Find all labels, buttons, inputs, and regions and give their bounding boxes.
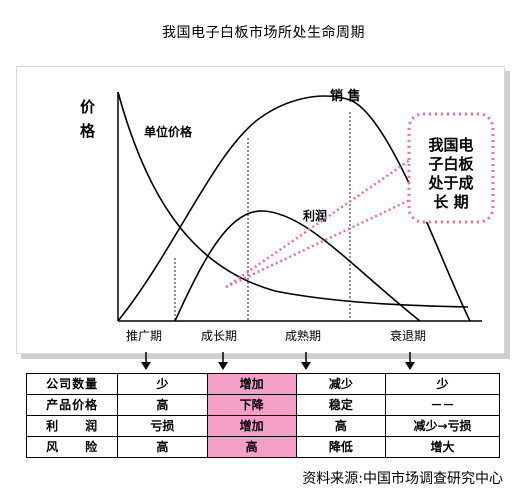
row-header: 利 润 <box>25 415 119 437</box>
row-header: 公司数量 <box>25 373 119 395</box>
table-cell: 增加 <box>206 373 297 395</box>
table-cell: 高 <box>295 415 387 437</box>
table-cell: 增加 <box>206 415 297 437</box>
table-row: 风 险 高 高 降低 增大 <box>25 436 500 458</box>
y-axis-label-2: 格 <box>80 122 96 140</box>
callout-pointer-lower <box>225 198 411 289</box>
source-note: 资料来源:中国市场调查研究中心 <box>302 471 503 487</box>
y-axis-label-1: 价 <box>80 98 96 116</box>
row-header: 风 险 <box>25 436 119 458</box>
unit-price-label: 单位价格 <box>144 124 193 139</box>
unit-price-curve <box>117 91 469 308</box>
phase-label-intro: 推广期 <box>126 329 162 343</box>
profit-curve <box>174 210 421 322</box>
table-cell: 少 <box>117 373 208 395</box>
table-cell: 降低 <box>295 436 387 458</box>
diagram-title: 我国电子白板市场所处生命周期 <box>162 25 365 41</box>
table-cell: 稳定 <box>295 394 387 416</box>
table-cell: 减少 <box>295 373 387 395</box>
table-cell: 下降 <box>206 394 297 416</box>
callout-pointer-upper <box>225 158 411 289</box>
callout-text-line-2: 子白板 <box>428 155 474 173</box>
callout-box <box>407 112 495 224</box>
table-row: 利 润 亏损 增加 高 减少→亏损 <box>25 415 500 437</box>
table-cell: 高 <box>117 394 208 416</box>
phase-arrows <box>141 352 415 370</box>
row-header: 产品价格 <box>25 394 119 416</box>
phase-label-decline: 衰退期 <box>390 328 426 343</box>
table-cell: 少 <box>385 373 500 395</box>
table-cell: 亏损 <box>117 415 208 437</box>
table-row: 产品价格 高 下降 稳定 －－ <box>25 394 500 416</box>
phase-label-maturity: 成熟期 <box>285 328 321 343</box>
phase-label-growth: 成长期 <box>201 329 237 343</box>
table-cell: 高 <box>117 436 208 458</box>
profit-label: 利润 <box>303 208 327 223</box>
callout-text-line-3: 处于成 <box>427 174 473 192</box>
callout-text-line-1: 我国电 <box>428 136 473 154</box>
table-cell: 高 <box>206 436 297 458</box>
table-cell: 增大 <box>385 436 500 458</box>
lifecycle-table: 公司数量 少 增加 减少 少 产品价格 高 下降 稳定 －－ 利 润 亏损 增加… <box>25 373 500 458</box>
table-row: 公司数量 少 增加 减少 少 <box>25 373 500 395</box>
callout-text-line-4: 长 期 <box>433 193 468 211</box>
table-cell: 减少→亏损 <box>385 415 500 437</box>
table-cell: －－ <box>385 394 500 416</box>
sales-label: 销 售 <box>330 88 361 104</box>
